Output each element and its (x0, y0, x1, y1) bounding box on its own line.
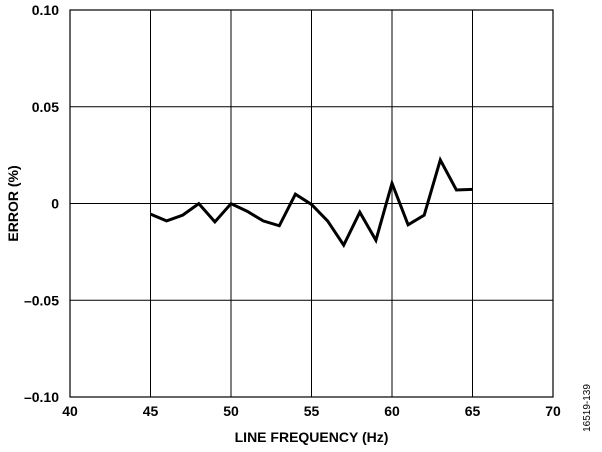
x-tick-label: 45 (143, 403, 159, 419)
y-tick-label: –0.05 (24, 292, 59, 308)
x-tick-label: 55 (304, 403, 320, 419)
data-series (149, 156, 473, 249)
x-tick-label: 50 (223, 403, 239, 419)
y-tick-label: –0.10 (24, 389, 59, 405)
plot-frame (69, 9, 554, 398)
y-tick-label: 0.10 (32, 2, 59, 18)
x-axis-label: LINE FREQUENCY (Hz) (235, 429, 389, 445)
y-tick-label: 0 (51, 196, 59, 212)
y-tick-label: 0.05 (32, 99, 59, 115)
x-tick-label: 40 (62, 403, 78, 419)
series-line (149, 156, 473, 249)
x-tick-label: 70 (545, 403, 561, 419)
y-tick-labels: –0.10 –0.05 0 0.05 0.10 (24, 2, 59, 405)
x-tick-labels: 40 45 50 55 60 65 70 (62, 403, 561, 419)
figure-id: 16519-139 (582, 384, 593, 432)
y-axis-label: ERROR (%) (5, 165, 21, 241)
x-tick-label: 65 (465, 403, 481, 419)
x-tick-label: 60 (384, 403, 400, 419)
